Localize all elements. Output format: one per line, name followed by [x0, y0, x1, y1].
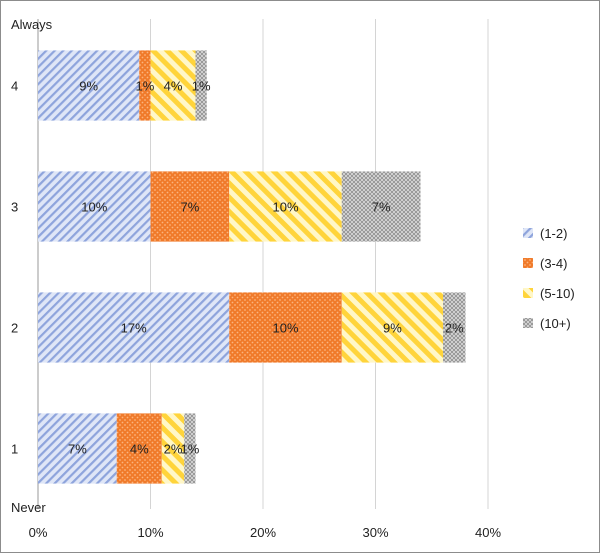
bars [38, 50, 466, 484]
data-label: 7% [372, 200, 391, 215]
legend-label: (10+) [540, 316, 571, 331]
data-label: 1% [135, 79, 154, 94]
bar-segment [229, 171, 342, 242]
data-label: 10% [272, 321, 298, 336]
bar-segment [341, 171, 421, 242]
data-label: 1% [180, 442, 199, 457]
legend-label: (3-4) [540, 256, 567, 271]
bar-segment [38, 292, 230, 363]
bar-segment [195, 50, 207, 121]
category-label: 1 [11, 442, 18, 457]
x-tick-label: 10% [137, 525, 163, 540]
legend-swatch [523, 228, 533, 238]
legend-swatch [523, 258, 533, 268]
bar-segment [150, 50, 196, 121]
bar-segment [116, 413, 162, 484]
bar-segment [38, 171, 151, 242]
bar-segment [341, 292, 443, 363]
axis-note-bottom: Never [11, 500, 46, 515]
category-label: 2 [11, 321, 18, 336]
data-label: 4% [164, 79, 183, 94]
legend-label: (1-2) [540, 226, 567, 241]
data-label: 9% [383, 321, 402, 336]
legend-label: (5-10) [540, 286, 575, 301]
bar-segment [38, 413, 117, 484]
bar-segment [161, 413, 185, 484]
category-label: 3 [11, 200, 18, 215]
legend: (1-2) (3-4) (5-10) (10+) [523, 226, 575, 331]
bar-segment [139, 50, 151, 121]
bar-segment [38, 50, 140, 121]
x-tick-label: 20% [250, 525, 276, 540]
data-label: 10% [81, 200, 107, 215]
bar-segment [443, 292, 466, 363]
x-tick-label: 40% [475, 525, 501, 540]
data-label: 2% [164, 442, 183, 457]
x-tick-label: 0% [29, 525, 48, 540]
bar-segment [184, 413, 196, 484]
bar-segment [150, 171, 230, 242]
x-tick-label: 30% [362, 525, 388, 540]
category-label: 4 [11, 79, 18, 94]
axis-note-top: Always [11, 17, 53, 32]
data-label: 7% [180, 200, 199, 215]
data-labels: 9% 1% 4% 1%10% 7% 10% 7%17% 10% 9% 2%7% 4% 2%1% [68, 79, 464, 457]
data-label: 7% [68, 442, 87, 457]
category-axis: 4 3 2 1 Always Never [11, 17, 53, 515]
data-label: 1% [192, 79, 211, 94]
data-label: 17% [121, 321, 147, 336]
legend-swatch [523, 318, 533, 328]
data-label: 10% [272, 200, 298, 215]
legend-swatch [523, 288, 533, 298]
bar-segment [229, 292, 342, 363]
value-axis: 0% 10% 20% 30% 40% [29, 525, 502, 540]
data-label: 4% [130, 442, 149, 457]
data-label: 2% [445, 321, 464, 336]
data-label: 9% [79, 79, 98, 94]
